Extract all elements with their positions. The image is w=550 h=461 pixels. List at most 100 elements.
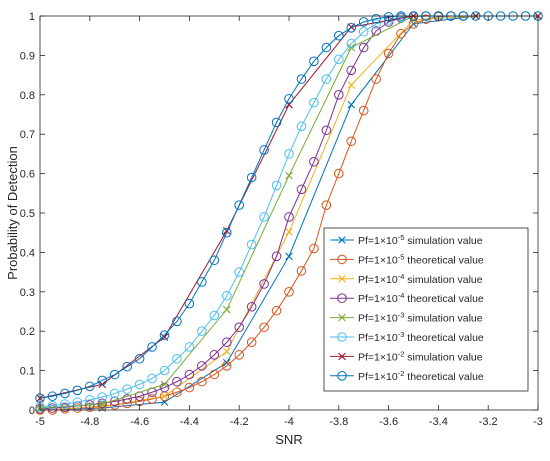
data-point xyxy=(221,361,232,371)
data-point xyxy=(309,56,319,67)
data-point xyxy=(259,145,269,155)
data-point xyxy=(285,252,293,261)
x-tick-label: -4.6 xyxy=(130,416,149,428)
data-point xyxy=(122,394,132,404)
legend-marker xyxy=(337,371,347,381)
data-point xyxy=(60,402,70,413)
data-point xyxy=(221,337,232,348)
data-point xyxy=(321,200,332,210)
legend-entry: Pf=1×10-2 simulation value xyxy=(330,349,483,363)
data-point xyxy=(221,227,232,238)
data-point xyxy=(172,316,182,327)
data-point xyxy=(334,54,344,65)
legend-marker xyxy=(337,254,347,265)
y-tick-label: 0.6 xyxy=(20,169,35,181)
legend-label: Pf=1×10-3 theoretical value xyxy=(358,330,484,344)
x-tick-label: -3.2 xyxy=(479,416,498,428)
data-point xyxy=(347,81,356,89)
y-tick-label: 0.1 xyxy=(20,366,35,378)
data-point xyxy=(346,23,357,33)
y-tick-label: 0 xyxy=(29,405,35,417)
data-point xyxy=(284,287,294,297)
legend-label: Pf=1×10-2 theoretical value xyxy=(358,369,484,383)
y-tick-label: 0.9 xyxy=(20,50,35,62)
x-tick-label: -5 xyxy=(35,416,45,428)
data-point xyxy=(160,392,169,400)
data-point xyxy=(271,180,282,191)
x-tick-label: -3.4 xyxy=(429,416,448,428)
data-point xyxy=(209,255,220,266)
data-point xyxy=(209,310,220,321)
data-point xyxy=(184,382,195,393)
data-point xyxy=(147,373,157,384)
data-point xyxy=(271,251,282,262)
y-tick-label: 0.2 xyxy=(20,326,35,338)
data-point xyxy=(60,399,70,409)
data-point xyxy=(172,376,182,387)
data-point xyxy=(383,11,394,22)
data-point xyxy=(259,212,269,222)
data-point xyxy=(109,369,120,380)
data-point xyxy=(172,387,182,398)
data-point xyxy=(358,26,369,37)
data-point xyxy=(285,171,293,180)
data-point xyxy=(346,38,357,49)
data-point xyxy=(197,361,207,371)
y-tick-label: 0.7 xyxy=(20,129,35,141)
x-axis-label: SNR xyxy=(275,432,302,447)
data-point xyxy=(321,125,332,136)
data-point xyxy=(160,333,169,341)
legend-marker xyxy=(337,293,347,304)
legend-entry: Pf=1×10-5 theoretical value xyxy=(330,252,484,266)
data-point xyxy=(72,397,83,407)
data-point xyxy=(109,388,120,399)
data-point xyxy=(309,156,319,167)
data-point xyxy=(371,74,381,84)
data-point xyxy=(209,350,220,360)
data-point xyxy=(309,243,319,254)
data-point xyxy=(383,48,394,59)
x-tick-label: -4.2 xyxy=(230,416,249,428)
legend-marker xyxy=(337,332,347,342)
legend-entry: Pf=1×10-4 theoretical value xyxy=(330,291,484,305)
data-point xyxy=(285,228,293,236)
data-point xyxy=(358,105,369,116)
data-point xyxy=(159,365,170,376)
data-point xyxy=(134,379,145,390)
data-point xyxy=(222,305,231,314)
x-tick-label: -4.4 xyxy=(180,416,199,428)
y-axis-label: Probability of Detection xyxy=(5,146,20,280)
data-point xyxy=(172,353,182,364)
data-point xyxy=(160,380,169,389)
data-point xyxy=(284,149,294,159)
data-point xyxy=(72,385,83,396)
axis-ticks: -5 -4.8 -4.6 -4.4 -4.2 -4 -3.8 -3.6 -3.4 -3.2 -3 0 0… xyxy=(20,11,543,428)
data-point xyxy=(346,136,357,147)
legend-marker xyxy=(338,313,346,322)
legend-marker xyxy=(338,236,346,244)
legend-marker xyxy=(338,275,346,283)
legend-label: Pf=1×10-5 simulation value xyxy=(358,233,483,247)
data-point xyxy=(197,326,207,337)
legend-label: Pf=1×10-4 simulation value xyxy=(358,272,483,286)
x-tick-label: -4.8 xyxy=(80,416,99,428)
y-tick-label: 0.3 xyxy=(20,287,35,299)
data-point xyxy=(159,382,170,393)
x-tick-label: -3 xyxy=(533,416,543,428)
data-point xyxy=(284,212,294,222)
data-point xyxy=(259,279,269,289)
y-tick-label: 1 xyxy=(29,11,35,23)
data-point xyxy=(184,342,195,352)
data-point xyxy=(234,200,244,210)
x-tick-label: -3.6 xyxy=(379,416,398,428)
data-point xyxy=(246,337,257,348)
data-point xyxy=(98,400,107,408)
data-point xyxy=(47,403,58,413)
y-tick-label: 0.4 xyxy=(20,247,35,259)
data-point xyxy=(97,375,108,386)
data-point xyxy=(134,353,145,364)
data-point xyxy=(97,398,108,409)
data-point xyxy=(197,376,207,387)
